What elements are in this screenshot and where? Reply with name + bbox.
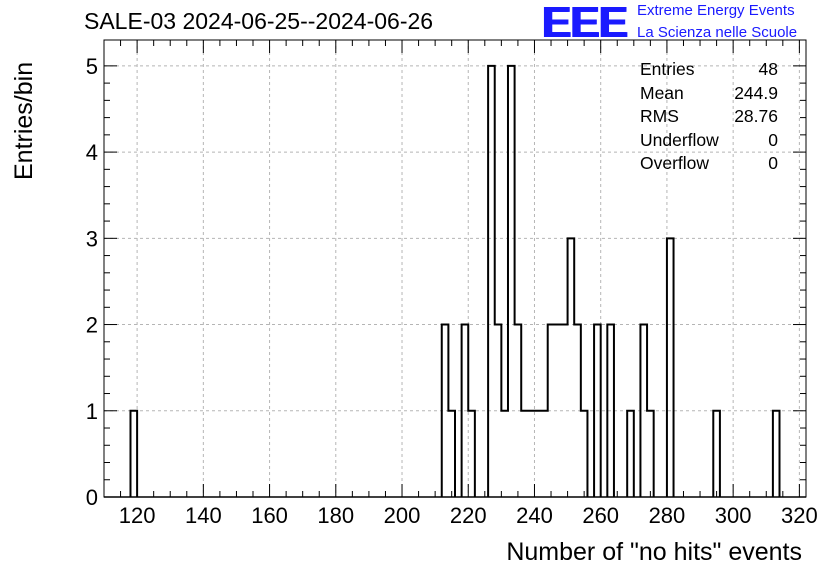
histogram-bin-run — [593, 323, 602, 497]
stat-row: Entries 48 — [640, 58, 778, 82]
stat-label: RMS — [640, 106, 679, 126]
stat-value: 28.76 — [734, 106, 778, 126]
histogram-bin-run — [129, 409, 139, 497]
y-tick-label: 1 — [86, 399, 98, 424]
histogram-bin-run — [639, 323, 655, 497]
logo-line-2: La Scienza nelle Scuole — [637, 24, 798, 41]
x-tick-label: 320 — [781, 503, 818, 528]
stat-value: 0 — [768, 153, 778, 173]
y-tick-label: 2 — [86, 313, 98, 338]
stat-value: 0 — [768, 129, 778, 150]
stat-label: Underflow — [640, 129, 719, 150]
histogram-bin-run — [440, 323, 456, 497]
stat-row: Mean 244.9 — [640, 82, 778, 106]
stat-row: Overflow 0 — [640, 152, 778, 176]
x-tick-label: 180 — [317, 503, 354, 528]
x-tick-label: 220 — [450, 503, 487, 528]
histogram-bin-run — [460, 323, 476, 497]
stat-value: 48 — [758, 59, 778, 79]
x-tick-label: 160 — [251, 503, 288, 528]
x-tick-label: 140 — [185, 503, 222, 528]
stat-label: Mean — [640, 82, 684, 103]
y-tick-label: 0 — [86, 485, 98, 510]
y-axis-label: Entries/bin — [10, 61, 38, 180]
stat-row: Underflow 0 — [640, 129, 778, 153]
histogram-bin-run — [771, 409, 781, 497]
histogram-bin-run — [665, 237, 675, 497]
histogram-bin-run — [487, 64, 589, 497]
x-tick-label: 300 — [715, 503, 752, 528]
chart-title: SALE-03 2024-06-25--2024-06-26 — [84, 8, 434, 34]
y-tick-label: 4 — [86, 140, 98, 165]
histogram-bin-run — [712, 409, 721, 497]
logo-line-1: Extreme Energy Events — [637, 2, 795, 19]
x-tick-label: 120 — [119, 503, 156, 528]
x-tick-label: 260 — [582, 503, 619, 528]
x-tick-label: 280 — [649, 503, 686, 528]
x-tick-label: 240 — [516, 503, 553, 528]
stat-label: Overflow — [640, 153, 710, 173]
stat-row: RMS 28.76 — [640, 105, 778, 129]
stat-value: 244.9 — [734, 82, 778, 103]
histogram-bin-run — [626, 409, 635, 497]
eee-logo: EEE — [542, 0, 628, 47]
y-tick-label: 3 — [86, 226, 98, 251]
histogram-bin-run — [606, 323, 615, 497]
y-tick-label: 5 — [86, 54, 98, 79]
stats-box: Entries 48 Mean 244.9 RMS 28.76 Underflo… — [640, 58, 778, 176]
x-axis-label: Number of "no hits" events — [506, 538, 802, 566]
x-tick-label: 200 — [384, 503, 421, 528]
stat-label: Entries — [640, 59, 695, 79]
